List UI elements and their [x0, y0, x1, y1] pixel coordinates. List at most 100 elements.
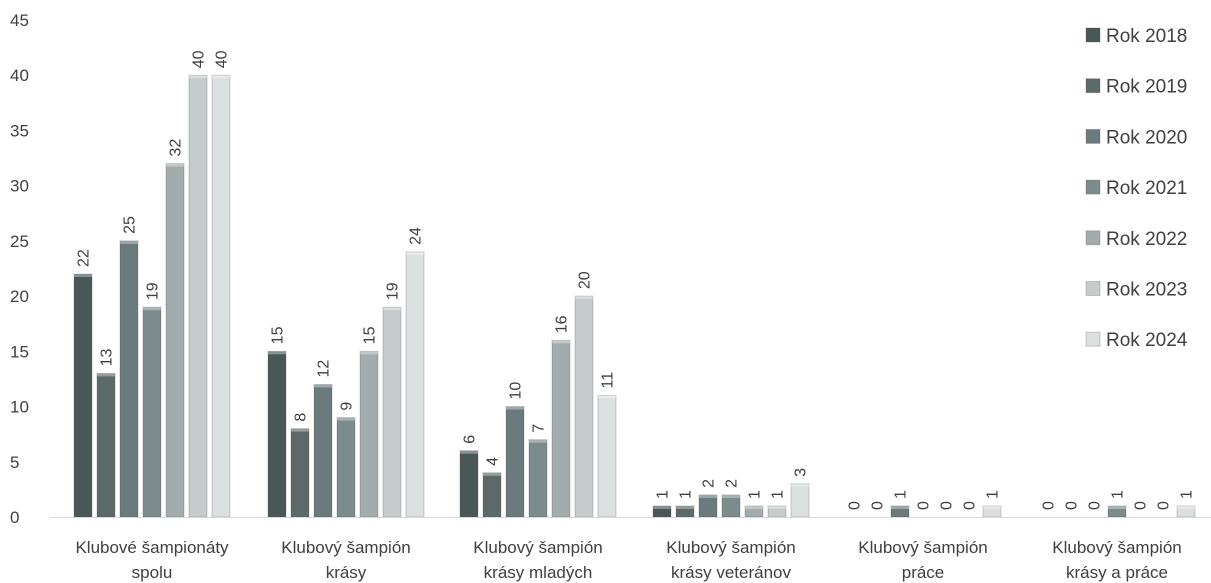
y-tick-label: 20 [10, 287, 29, 306]
bar-highlight [575, 296, 593, 300]
data-label: 0 [1087, 501, 1104, 510]
bar-highlight [143, 307, 161, 311]
data-label: 1 [770, 490, 787, 499]
y-tick-label: 0 [10, 508, 19, 527]
data-label: 10 [508, 382, 525, 400]
y-axis: 0 5 10 15 20 25 30 35 40 45 [10, 11, 29, 527]
bar [142, 306, 162, 518]
bar-highlight [722, 494, 740, 498]
data-label: 1 [1179, 490, 1196, 499]
data-label: 4 [485, 457, 502, 466]
bar [551, 339, 571, 518]
data-label: 16 [554, 315, 571, 333]
bar [336, 417, 356, 518]
data-label: 24 [408, 227, 425, 245]
legend: Rok 2018 Rok 2019 Rok 2020 Rok 2021 Rok 2022… [1085, 26, 1188, 351]
bar-highlight [74, 274, 92, 278]
bar-highlight [506, 406, 524, 410]
legend-label: Rok 2022 [1106, 229, 1187, 250]
bar-highlight [460, 450, 478, 454]
legend-label: Rok 2021 [1106, 178, 1187, 199]
legend-label: Rok 2023 [1106, 280, 1187, 301]
legend-swatch [1085, 27, 1101, 43]
bar-highlight [314, 384, 332, 388]
data-label: 13 [99, 349, 116, 367]
bar [790, 483, 810, 518]
bar [528, 439, 548, 518]
data-label: 1 [678, 490, 695, 499]
data-label: 20 [577, 271, 594, 289]
bar-highlight [383, 307, 401, 311]
bar [267, 350, 287, 518]
data-label: 7 [531, 424, 548, 433]
bar-highlight [791, 483, 809, 487]
legend-swatch [1085, 78, 1101, 94]
bar [73, 273, 93, 518]
data-label: 2 [724, 479, 741, 488]
data-label: 1 [747, 490, 764, 499]
bar-highlight [891, 505, 909, 509]
x-category-label: Klubový šampión [281, 538, 410, 557]
data-label: 0 [1064, 501, 1081, 510]
x-category-label: Klubový šampión [473, 538, 602, 557]
bar [290, 428, 310, 518]
bar-highlight [676, 505, 694, 509]
bar [359, 350, 379, 518]
data-label: 0 [939, 501, 956, 510]
data-label: 40 [191, 50, 208, 68]
data-label: 22 [76, 249, 93, 267]
x-category-label: spolu [132, 563, 173, 582]
bar [313, 383, 333, 518]
bar-highlight [483, 472, 501, 476]
x-axis: Klubové šampionáty spolu Klubový šampión kr… [75, 538, 1181, 582]
data-label: 2 [701, 479, 718, 488]
legend-label: Rok 2024 [1106, 330, 1188, 351]
data-label: 15 [362, 326, 379, 344]
data-label: 15 [270, 326, 287, 344]
bar [505, 406, 525, 518]
x-category-label: krásy [326, 563, 367, 582]
x-category-label: Klubový šampión [858, 538, 987, 557]
data-label: 0 [847, 501, 864, 510]
data-label: 0 [1041, 501, 1058, 510]
bar-highlight [1108, 505, 1126, 509]
bar-highlight [552, 340, 570, 344]
bar-highlight [360, 351, 378, 355]
bars-group [73, 74, 1196, 518]
data-label: 32 [168, 139, 185, 157]
bar [597, 395, 617, 518]
y-tick-label: 10 [10, 398, 29, 417]
data-label: 3 [793, 468, 810, 477]
bar-highlight [1177, 505, 1195, 509]
y-tick-label: 5 [10, 453, 19, 472]
data-label: 0 [1133, 501, 1150, 510]
bar [96, 372, 116, 518]
bar [405, 251, 425, 518]
y-tick-label: 25 [10, 232, 29, 251]
bar [721, 494, 741, 518]
y-tick-label: 35 [10, 121, 29, 140]
data-label: 0 [870, 501, 887, 510]
bar-highlight [166, 163, 184, 167]
bar-highlight [291, 428, 309, 432]
bar-highlight [745, 505, 763, 509]
data-label: 1 [985, 490, 1002, 499]
bar [574, 295, 594, 518]
x-category-label: krásy mladých [484, 563, 593, 582]
bar-highlight [120, 240, 138, 244]
legend-label: Rok 2020 [1106, 127, 1187, 148]
x-category-label: krásy veteránov [671, 563, 791, 582]
data-label: 1 [1110, 490, 1127, 499]
legend-swatch [1085, 179, 1101, 195]
bar [119, 240, 139, 518]
bar [188, 74, 208, 518]
data-label: 9 [339, 402, 356, 411]
data-label: 40 [214, 50, 231, 68]
x-category-label: Klubový šampión [666, 538, 795, 557]
bar [482, 472, 502, 518]
bar [382, 306, 402, 518]
data-label: 0 [916, 501, 933, 510]
bar-highlight [653, 505, 671, 509]
data-label: 19 [145, 282, 162, 300]
